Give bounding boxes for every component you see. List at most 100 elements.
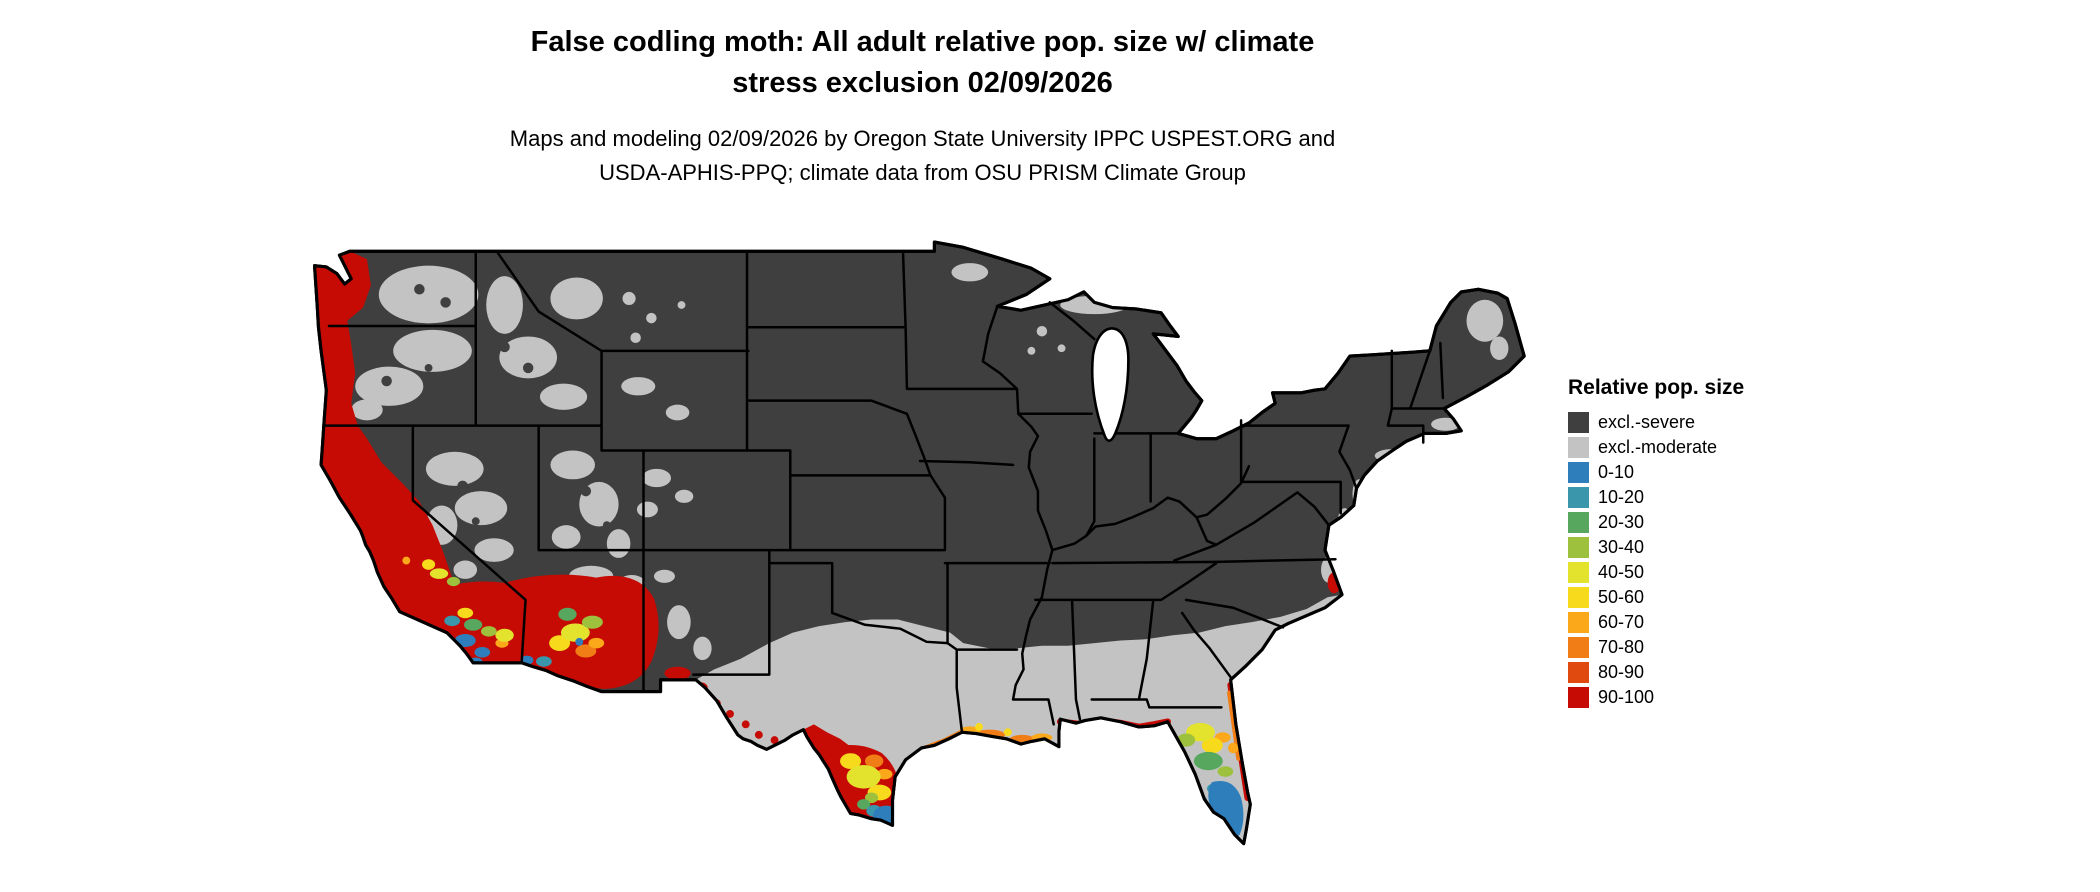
map-graphic-shape [463, 618, 483, 631]
legend-swatch [1568, 462, 1589, 483]
legend-title: Relative pop. size [1568, 376, 1745, 399]
figure-title: False codling moth: All adult relative p… [0, 22, 1845, 104]
map-graphic-shape [1036, 325, 1048, 337]
map-graphic-shape [975, 723, 983, 731]
legend-swatch [1568, 637, 1589, 658]
map-graphic-shape [642, 468, 672, 488]
map-graphic-shape [1431, 417, 1460, 431]
map-graphic-shape [1236, 854, 1241, 859]
map-graphic-shape [630, 332, 641, 344]
map-graphic-shape [422, 559, 436, 570]
legend-entry-b0: 0-10 [1568, 460, 1744, 485]
legend-entry-b60: 60-70 [1568, 610, 1744, 635]
lake-michigan [1090, 327, 1130, 442]
map-graphic-shape [951, 263, 989, 282]
legend-label: 90-100 [1598, 687, 1655, 707]
map-graphic-shape [846, 764, 881, 789]
map-graphic-shape [664, 666, 691, 680]
map-graphic-shape [665, 404, 690, 421]
legend-entry-b40: 40-50 [1568, 560, 1744, 585]
map-graphic-shape [424, 363, 433, 372]
map-graphic-shape [551, 525, 581, 549]
map-graphic-shape [741, 720, 750, 729]
map-graphic-shape [414, 284, 425, 295]
map-graphic-shape [425, 574, 659, 689]
map-graphic-shape [474, 647, 491, 658]
map-graphic-shape [693, 636, 712, 661]
legend-entry-b70: 70-80 [1568, 635, 1744, 660]
map-graphic-shape [726, 709, 734, 718]
map-graphic-shape [558, 607, 577, 621]
map-graphic-shape [1193, 751, 1223, 771]
legend-entry-b80: 80-90 [1568, 660, 1744, 685]
map-graphic-shape [351, 399, 383, 421]
map-graphic-shape [1228, 850, 1233, 855]
map-graphic-shape [560, 623, 590, 642]
map-graphic-shape [602, 521, 611, 530]
map-graphic-shape [550, 277, 603, 320]
map-graphic-shape [646, 312, 657, 324]
map-graphic-shape [677, 301, 686, 309]
map-graphic-shape [575, 644, 597, 658]
legend-label: 10-20 [1598, 487, 1645, 507]
map-graphic-shape [444, 615, 461, 627]
map-graphic-shape [549, 635, 571, 651]
map-graphic-shape [653, 569, 675, 583]
map-graphic-shape [495, 628, 514, 642]
map-graphic-shape [454, 491, 508, 526]
legend-label: 0-10 [1598, 462, 1635, 482]
legend-entry-b30: 30-40 [1568, 535, 1744, 560]
map-graphic-shape [381, 375, 392, 387]
legend-swatch [1568, 412, 1589, 433]
figure-subtitle-line1: Maps and modeling 02/09/2026 by Oregon S… [509, 126, 1336, 151]
map-graphic-shape [606, 529, 631, 558]
pop-20-30-regions [463, 607, 1223, 810]
map-graphic-shape [857, 799, 871, 810]
map-graphic-shape [1057, 344, 1066, 353]
map-graphic-shape [1244, 850, 1249, 855]
map-graphic-shape [580, 485, 592, 497]
figure-title-line2: stress exclusion 02/09/2026 [732, 67, 1113, 100]
map-graphic-shape [588, 637, 605, 649]
legend-label: 20-30 [1598, 512, 1645, 532]
map-graphic-shape [770, 736, 779, 745]
map-graphic-shape [499, 336, 557, 379]
legend-entry-b90: 90-100 [1568, 685, 1744, 710]
map-graphic-shape [446, 576, 461, 587]
map-graphic-shape [550, 450, 596, 480]
map-graphic-shape [864, 792, 879, 803]
map-graphic-shape [1201, 737, 1223, 754]
map-graphic-shape [1003, 728, 1012, 737]
map-graphic-shape [429, 568, 449, 579]
legend-label: 50-60 [1598, 587, 1645, 607]
map-graphic-shape [1490, 336, 1509, 361]
legend-label: 60-70 [1598, 612, 1645, 632]
legend-label: 30-40 [1598, 537, 1645, 557]
map-graphic-shape [402, 556, 411, 565]
us-map [308, 224, 1553, 884]
legend-entry-mod: excl.-moderate [1568, 435, 1744, 460]
legend-label: excl.-severe [1598, 412, 1696, 432]
figure-title-line1: False codling moth: All adult relative p… [530, 26, 1315, 58]
legend-label: 70-80 [1598, 637, 1645, 657]
legend-entry-b20: 20-30 [1568, 510, 1744, 535]
map-graphic-shape [440, 297, 451, 308]
map-graphic-shape [499, 341, 510, 353]
map-graphic-shape [575, 637, 584, 646]
legend-label: 80-90 [1598, 662, 1645, 682]
us-map-svg [312, 240, 1526, 859]
map-graphic-shape [864, 754, 884, 768]
legend: Relative pop. size excl.-severe excl.-mo… [1568, 376, 1744, 710]
map-graphic-shape [1027, 346, 1036, 355]
map-graphic-shape [674, 489, 694, 503]
map-graphic-shape [539, 383, 588, 410]
map-graphic-shape [355, 366, 424, 406]
map-graphic-shape [622, 291, 636, 305]
us-coast-stroke [312, 240, 1526, 846]
map-graphic-shape [840, 753, 862, 769]
severe-speckles [381, 284, 611, 530]
legend-swatch [1568, 587, 1589, 608]
map-graphic-shape [453, 560, 478, 579]
map-graphic-shape [581, 615, 603, 629]
